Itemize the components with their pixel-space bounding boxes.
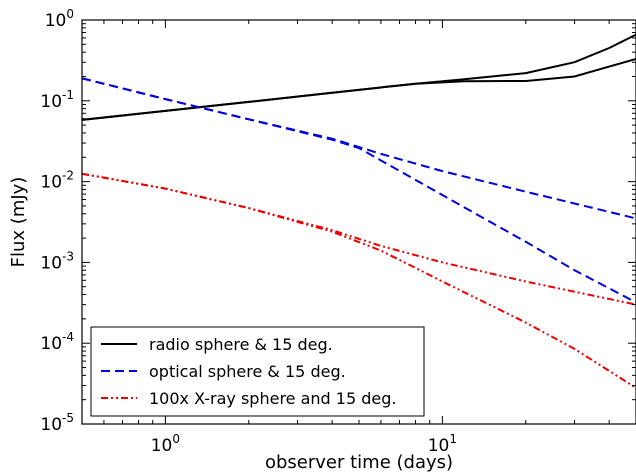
y-tick-base: 10 <box>40 334 62 354</box>
series-layer <box>81 33 636 389</box>
series-2-curve-0 <box>81 172 636 306</box>
x-tick-exp: 0 <box>172 432 180 446</box>
y-tick-label: 10-3 <box>40 249 74 273</box>
y-tick-exp: -1 <box>62 88 74 102</box>
series-0-curve-1 <box>81 57 636 121</box>
legend-label-0: radio sphere & 15 deg. <box>149 335 333 354</box>
y-tick-label: 100 <box>45 7 74 31</box>
legend-label-2: 100x X-ray sphere and 15 deg. <box>149 389 396 408</box>
y-tick-exp: -5 <box>62 411 74 425</box>
x-tick-base: 10 <box>151 436 173 456</box>
y-axis-label: Flux (mJy) <box>8 177 29 268</box>
y-tick-base: 10 <box>40 415 62 435</box>
x-tick-label: 100 <box>151 432 180 456</box>
series-0-curve-0 <box>81 33 636 121</box>
y-tick-base: 10 <box>40 173 62 193</box>
legend-label-1: optical sphere & 15 deg. <box>149 362 346 381</box>
y-tick-label: 10-5 <box>40 411 74 435</box>
legend: radio sphere & 15 deg. optical sphere & 1… <box>90 326 425 417</box>
x-tick-base: 10 <box>428 436 450 456</box>
y-tick-exp: -4 <box>62 330 74 344</box>
y-tick-exp: -3 <box>62 249 74 263</box>
x-tick-label: 101 <box>428 432 457 456</box>
series-1-curve-1 <box>81 77 636 304</box>
y-tick-label: 10-1 <box>40 88 74 112</box>
y-tick-exp: -2 <box>62 169 74 183</box>
x-tick-exp: 1 <box>449 432 457 446</box>
y-tick-base: 10 <box>40 253 62 273</box>
y-tick-base: 10 <box>45 11 67 31</box>
x-axis-label: observer time (days) <box>265 452 453 473</box>
y-tick-exp: 0 <box>66 7 74 21</box>
y-tick-label: 10-2 <box>40 169 74 193</box>
y-tick-base: 10 <box>40 92 62 112</box>
y-tick-label: 10-4 <box>40 330 74 354</box>
legend-box <box>90 326 425 417</box>
